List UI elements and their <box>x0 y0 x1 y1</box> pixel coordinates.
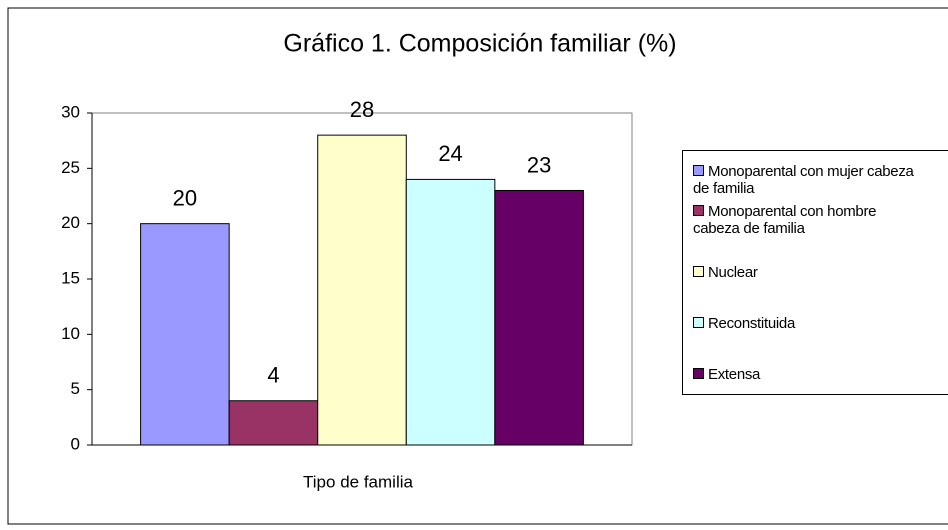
legend-label: Monoparental con mujer cabeza de familia <box>693 163 914 197</box>
legend-label: Nuclear <box>708 264 758 281</box>
legend-item: Extensa <box>693 366 923 383</box>
legend-swatch <box>693 165 704 176</box>
legend-item: Monoparental con mujer cabeza de familia <box>693 163 923 197</box>
y-tick-label: 25 <box>61 158 80 177</box>
legend-item: Reconstituida <box>693 315 923 332</box>
legend-swatch <box>693 266 704 277</box>
legend-label: Monoparental con hombre cabeza de famili… <box>693 203 877 237</box>
legend-swatch <box>693 368 704 379</box>
legend-label: Reconstituida <box>708 315 795 332</box>
legend-swatch <box>693 317 704 328</box>
y-tick-label: 0 <box>71 434 80 453</box>
data-label: 23 <box>527 152 551 177</box>
bar <box>405 178 496 446</box>
chart-title: Gráfico 1. Composición familiar (%) <box>283 30 676 58</box>
data-label: 20 <box>173 185 197 210</box>
data-label: 4 <box>267 363 279 388</box>
y-tick-label: 20 <box>61 213 80 232</box>
y-tick-label: 30 <box>61 102 80 121</box>
x-tick-label: Tipo de familia <box>303 472 413 491</box>
legend: Monoparental con mujer cabeza de familia… <box>682 150 948 395</box>
bar <box>317 134 407 446</box>
bar <box>494 189 584 446</box>
legend-swatch <box>693 205 704 216</box>
legend-item: Monoparental con hombre cabeza de famili… <box>693 203 923 237</box>
bar <box>140 223 230 446</box>
legend-item: Nuclear <box>693 264 923 281</box>
y-tick-label: 10 <box>61 324 80 343</box>
data-label: 28 <box>350 97 374 122</box>
bar <box>228 400 319 446</box>
data-label: 24 <box>438 141 462 166</box>
legend-label: Extensa <box>708 366 761 383</box>
y-tick-label: 15 <box>61 268 80 287</box>
y-tick-label: 5 <box>71 379 80 398</box>
